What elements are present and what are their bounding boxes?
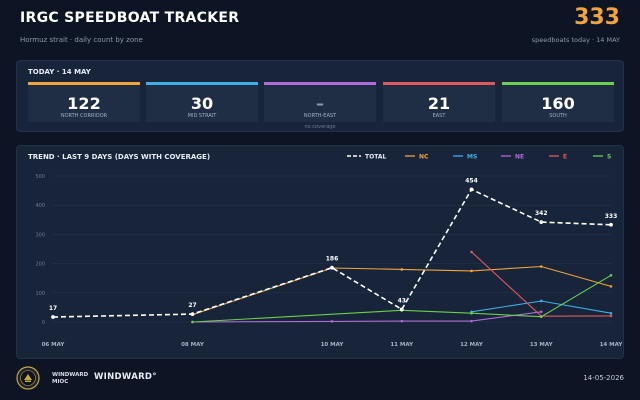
zone-value: – bbox=[316, 94, 324, 113]
legend-label-ne: NE bbox=[515, 154, 524, 161]
y-tick-label: 400 bbox=[35, 203, 45, 209]
today-panel: TODAY · 14 MAY 122 NORTH CORRIDOR 30 MID… bbox=[16, 60, 624, 132]
x-tick-label: 12 MAY bbox=[460, 342, 484, 348]
data-point-s bbox=[609, 273, 613, 277]
zone-note: no coverage bbox=[304, 124, 336, 130]
zone-color-bar bbox=[28, 82, 140, 85]
zone-value: 160 bbox=[541, 94, 575, 113]
x-tick-label: 14 MAY bbox=[600, 342, 624, 348]
x-tick-label: 11 MAY bbox=[390, 342, 414, 348]
y-tick-label: 300 bbox=[35, 232, 45, 238]
data-point-total bbox=[469, 187, 474, 192]
data-point-ms bbox=[539, 299, 543, 303]
data-point-nc bbox=[470, 269, 473, 273]
data-point-ne bbox=[400, 319, 404, 323]
data-point-total bbox=[51, 315, 55, 319]
zone-value: 30 bbox=[190, 94, 214, 113]
zone-label: NORTH CORRIDOR bbox=[60, 113, 108, 119]
x-tick-label: 13 MAY bbox=[530, 342, 554, 348]
footer-date: 14-05-2026 bbox=[583, 374, 624, 382]
series-line-nc bbox=[192, 265, 612, 316]
page-title: IRGC SPEEDBOAT TRACKER bbox=[20, 10, 240, 26]
zone-color-bar bbox=[383, 82, 495, 85]
data-point-total bbox=[190, 312, 195, 317]
zone-color-bar bbox=[502, 82, 614, 85]
x-tick-label: 06 MAY bbox=[42, 342, 66, 348]
zone-label: SOUTH bbox=[549, 113, 567, 119]
series-line-e bbox=[471, 251, 612, 317]
legend-label-total: TOTAL bbox=[365, 154, 386, 161]
zone-value: 122 bbox=[67, 94, 101, 113]
data-label: 333 bbox=[605, 213, 618, 220]
data-label: 342 bbox=[535, 210, 548, 217]
data-point-ne bbox=[470, 319, 473, 323]
data-point-total bbox=[399, 307, 404, 312]
zone-value: 21 bbox=[427, 94, 451, 113]
y-tick-label: 100 bbox=[35, 291, 45, 297]
data-point-nc bbox=[609, 285, 613, 288]
data-label: 454 bbox=[465, 177, 478, 184]
data-point-s bbox=[470, 311, 473, 315]
zone-card-north-corridor: 122 NORTH CORRIDOR bbox=[28, 82, 140, 122]
today-count-caption: speedboats today · 14 MAY bbox=[531, 36, 620, 44]
org-name: WINDWARD MIOC bbox=[52, 372, 89, 385]
legend-label-e: E bbox=[563, 154, 567, 161]
zone-card-east: 21 EAST bbox=[383, 82, 495, 122]
data-point-ms bbox=[609, 311, 613, 315]
trend-chart: 0 100 200 300 400 500 06 MAY 08 MAY 10 MAY 11 MAY… bbox=[35, 154, 624, 349]
series-line-ne bbox=[192, 311, 542, 323]
data-label: 27 bbox=[188, 302, 196, 309]
data-label: 43 bbox=[398, 297, 406, 304]
zone-card-north-east: – NORTH-EAST no coverage bbox=[264, 82, 376, 130]
x-tick-label: 10 MAY bbox=[321, 342, 345, 348]
data-point-s bbox=[191, 320, 194, 324]
legend-label-nc: NC bbox=[419, 154, 429, 161]
data-point-nc bbox=[539, 265, 543, 268]
data-label: 186 bbox=[326, 256, 339, 263]
data-point-total bbox=[609, 222, 613, 227]
y-tick-label: 200 bbox=[35, 262, 45, 268]
zone-label: EAST bbox=[432, 113, 446, 119]
y-tick-label: 500 bbox=[35, 174, 45, 180]
data-point-e bbox=[470, 250, 473, 254]
brand-name: WINDWARD° bbox=[94, 372, 157, 382]
trend-heading: TREND · LAST 9 DAYS (DAYS WITH COVERAGE) bbox=[28, 153, 211, 161]
zone-color-bar bbox=[146, 82, 258, 85]
zone-card-south: 160 SOUTH bbox=[502, 82, 614, 122]
data-point-s bbox=[539, 315, 543, 319]
legend-label-ms: MS bbox=[467, 154, 477, 161]
zone-label: MID STRAIT bbox=[187, 113, 217, 119]
zone-card-mid-strait: 30 MID STRAIT bbox=[146, 82, 258, 122]
page-subtitle: Hormuz strait · daily count by zone bbox=[20, 36, 143, 44]
series-line-total bbox=[52, 188, 612, 318]
y-tick-label: 0 bbox=[42, 320, 45, 326]
data-label: 17 bbox=[49, 305, 57, 312]
today-heading: TODAY · 14 MAY bbox=[28, 68, 91, 76]
mioc-emblem-logo bbox=[16, 366, 40, 390]
data-point-total bbox=[330, 265, 334, 270]
today-count: 333 bbox=[574, 5, 620, 30]
legend-label-s: S bbox=[607, 154, 611, 161]
zone-cards: 122 NORTH CORRIDOR 30 MID STRAIT – NORTH… bbox=[28, 82, 614, 130]
zone-color-bar bbox=[264, 82, 376, 85]
x-tick-label: 08 MAY bbox=[181, 342, 205, 348]
zone-label: NORTH-EAST bbox=[303, 113, 337, 119]
data-point-ne bbox=[330, 320, 334, 323]
data-point-e bbox=[609, 314, 613, 318]
trend-panel: TREND · LAST 9 DAYS (DAYS WITH COVERAGE)… bbox=[16, 145, 624, 359]
data-point-ne bbox=[539, 310, 543, 314]
data-point-nc bbox=[400, 268, 404, 271]
data-point-total bbox=[539, 220, 544, 225]
